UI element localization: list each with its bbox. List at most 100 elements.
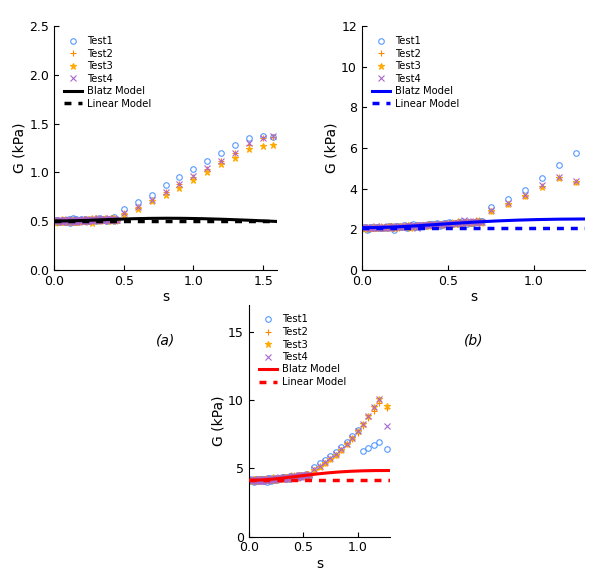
Test4	[460, 217, 467, 224]
Blatz Model	[274, 218, 281, 225]
Blatz Model	[499, 218, 506, 224]
Test4	[89, 216, 97, 223]
Test4	[305, 471, 312, 478]
Test1	[299, 473, 306, 480]
Test3	[466, 219, 473, 226]
Legend: Test1, Test2, Test3, Test4, Blatz Model, Linear Model: Test1, Test2, Test3, Test4, Blatz Model,…	[59, 31, 156, 114]
Test2	[258, 478, 265, 485]
Test1	[431, 220, 439, 227]
Test2	[92, 216, 99, 223]
Test1	[273, 474, 280, 481]
Y-axis label: G (kPa): G (kPa)	[13, 122, 26, 173]
Blatz Model	[347, 468, 355, 475]
Line: Test1: Test1	[360, 218, 485, 233]
Test1	[478, 218, 485, 225]
Test3	[94, 216, 101, 223]
Test2	[113, 218, 121, 224]
Test1	[282, 474, 289, 481]
Test1	[442, 219, 449, 226]
Test4	[413, 224, 421, 231]
Test1	[459, 218, 466, 224]
Test4	[282, 475, 289, 482]
Test2	[466, 219, 473, 226]
Blatz Model	[301, 472, 308, 479]
Test3	[478, 219, 485, 226]
Y-axis label: G (kPa): G (kPa)	[325, 122, 338, 173]
Y-axis label: G (kPa): G (kPa)	[211, 395, 226, 446]
Test3	[361, 225, 368, 232]
Test2	[89, 218, 96, 225]
Linear Model	[358, 224, 365, 231]
Test2	[475, 216, 482, 223]
Test2	[413, 222, 421, 229]
Test3	[107, 216, 114, 223]
Test2	[282, 473, 289, 480]
Test3	[304, 470, 311, 477]
Test1	[79, 216, 86, 223]
Test3	[359, 224, 367, 231]
Test1	[287, 472, 294, 479]
Test1	[51, 216, 58, 223]
Test2	[107, 216, 115, 223]
Line: Test3: Test3	[51, 215, 120, 226]
Blatz Model	[123, 215, 130, 222]
Linear Model	[530, 224, 537, 231]
Test3	[113, 216, 121, 223]
Test1	[283, 476, 290, 483]
Test2	[101, 215, 109, 222]
Test3	[110, 215, 117, 222]
Test1	[110, 213, 117, 220]
Test4	[51, 218, 58, 225]
X-axis label: s: s	[316, 557, 323, 571]
Test4	[283, 473, 290, 480]
Test1	[89, 216, 96, 223]
Test2	[478, 219, 485, 226]
Test4	[89, 217, 96, 224]
Blatz Model	[334, 469, 341, 476]
Test2	[287, 472, 294, 479]
Text: (b): (b)	[464, 333, 483, 347]
Test4	[246, 477, 253, 484]
Test1	[285, 473, 292, 480]
Test1	[359, 223, 367, 230]
Test3	[442, 220, 449, 227]
Test4	[287, 473, 294, 480]
Test1	[92, 217, 99, 224]
Test3	[283, 474, 290, 481]
Test2	[273, 475, 280, 482]
Blatz Model	[77, 217, 85, 224]
Test3	[285, 474, 292, 481]
Line: Test2: Test2	[246, 470, 312, 485]
Test4	[478, 219, 485, 226]
Line: Test3: Test3	[246, 470, 312, 484]
Test1	[468, 219, 475, 226]
Test4	[79, 217, 86, 224]
Blatz Model	[520, 216, 527, 223]
Test4	[437, 220, 445, 227]
Test2	[51, 216, 58, 223]
Test2	[53, 220, 61, 227]
Blatz Model	[386, 467, 394, 474]
Blatz Model	[212, 216, 219, 223]
Test3	[79, 217, 86, 224]
Linear Model	[354, 477, 361, 484]
Line: Test4: Test4	[360, 218, 485, 231]
Linear Model	[190, 218, 197, 224]
Blatz Model	[262, 476, 269, 483]
Test1	[437, 221, 445, 228]
Blatz Model	[581, 216, 589, 223]
Test3	[437, 221, 445, 228]
Test1	[246, 478, 253, 485]
Test3	[273, 475, 280, 482]
Blatz Model	[447, 220, 454, 227]
Test2	[79, 217, 86, 224]
Test3	[51, 217, 58, 224]
Blatz Model	[381, 467, 388, 474]
Blatz Model	[164, 215, 171, 222]
Test2	[89, 218, 97, 224]
Blatz Model	[358, 224, 365, 231]
Line: Blatz Model: Blatz Model	[54, 218, 277, 222]
Test1	[107, 216, 114, 223]
Test3	[413, 222, 421, 229]
Test4	[94, 215, 101, 222]
